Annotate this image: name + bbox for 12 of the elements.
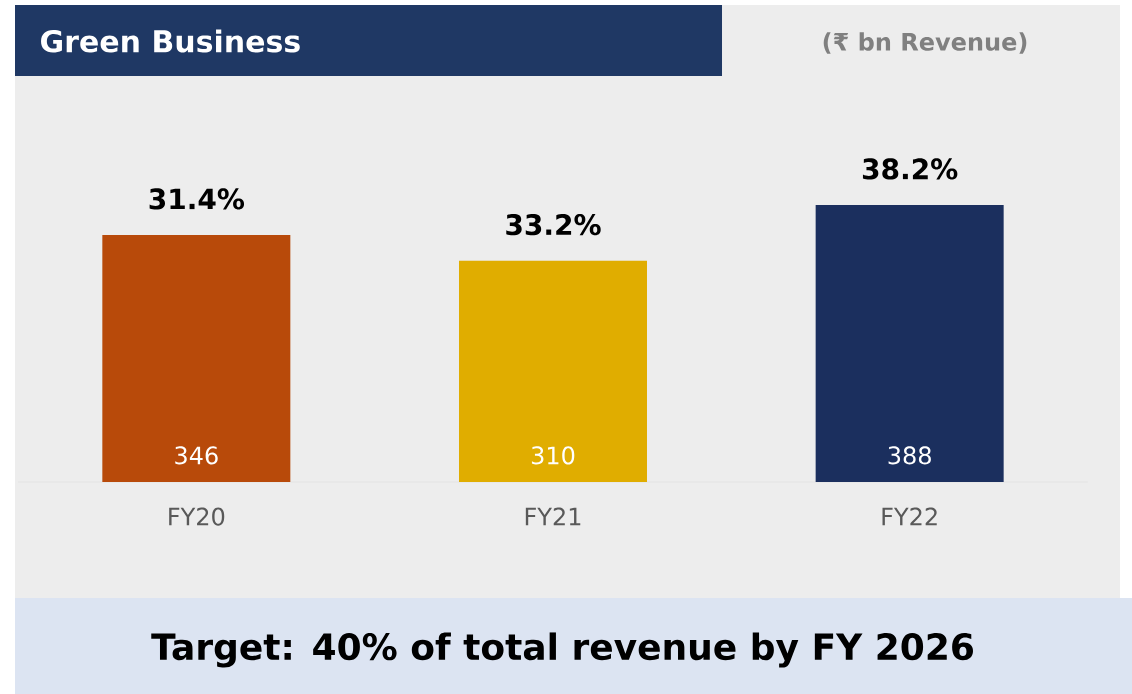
annotation: 31.4% (149, 188, 245, 210)
data-label: 388 (888, 446, 931, 465)
x-tick-label: FY21 (525, 507, 581, 526)
chart-title: Green Business (41, 29, 300, 53)
x-tick-label: FY20 (169, 507, 225, 526)
data-label: 346 (175, 446, 218, 465)
annotation: 33.2% (506, 214, 601, 236)
x-tick-label: FY22 (882, 507, 937, 526)
text: Target: 40% of total revenue by FY 2026 (151, 632, 974, 668)
annotation: 38.2% (862, 158, 958, 180)
data-label: 310 (531, 446, 575, 465)
chart-subtitle: (₹ bn Revenue) (823, 32, 1027, 54)
